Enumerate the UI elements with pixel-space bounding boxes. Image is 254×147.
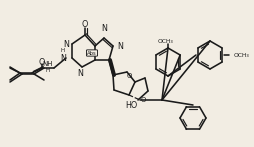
Text: O: O <box>126 73 131 79</box>
Text: N: N <box>77 69 83 77</box>
Text: OCH₃: OCH₃ <box>157 39 173 44</box>
Text: NH: NH <box>43 61 53 67</box>
Text: N: N <box>117 41 122 51</box>
Text: Abs: Abs <box>87 51 97 56</box>
Text: OCH₃: OCH₃ <box>233 52 249 57</box>
Text: N: N <box>63 40 69 49</box>
Text: H: H <box>61 47 65 52</box>
Text: N: N <box>60 54 66 62</box>
Text: N: N <box>101 24 106 33</box>
Text: O: O <box>82 20 88 29</box>
Text: O: O <box>140 97 146 103</box>
Text: O: O <box>39 57 45 66</box>
Text: HO: HO <box>124 101 137 110</box>
Text: H: H <box>46 67 50 72</box>
